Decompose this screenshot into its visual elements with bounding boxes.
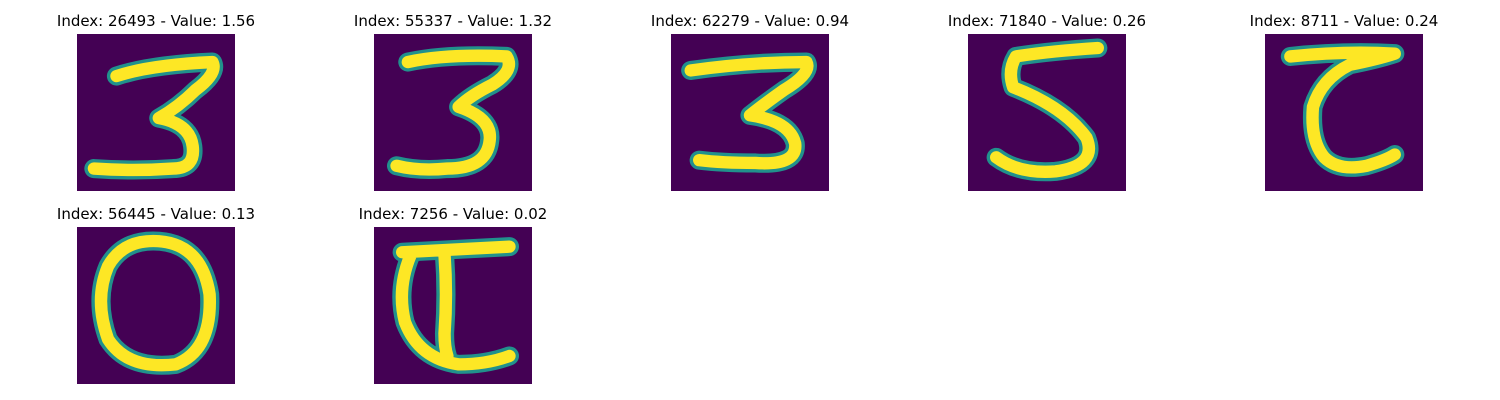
digit-image xyxy=(1265,34,1423,191)
digit-stroke xyxy=(681,52,817,173)
panel-title: Index: 56445 - Value: 0.13 xyxy=(56,205,256,223)
digit-image xyxy=(968,34,1126,191)
digit-stroke xyxy=(91,231,220,375)
digit-stroke xyxy=(1280,43,1405,177)
panel-title: Index: 55337 - Value: 1.32 xyxy=(353,12,553,30)
panel-title: Index: 26493 - Value: 1.56 xyxy=(56,12,256,30)
digit-image xyxy=(374,34,532,191)
digit-stroke xyxy=(986,38,1108,182)
digit-stroke xyxy=(386,46,519,180)
panel-title: Index: 62279 - Value: 0.94 xyxy=(650,12,850,30)
digit-image xyxy=(77,227,235,384)
digit-image xyxy=(671,34,829,191)
digit-stroke xyxy=(392,237,520,374)
panel-title: Index: 71840 - Value: 0.26 xyxy=(947,12,1147,30)
digit-image xyxy=(374,227,532,384)
digit-image xyxy=(77,34,235,191)
panel-title: Index: 8711 - Value: 0.24 xyxy=(1249,12,1439,30)
panel-title: Index: 7256 - Value: 0.02 xyxy=(358,205,548,223)
digit-stroke xyxy=(84,52,224,180)
